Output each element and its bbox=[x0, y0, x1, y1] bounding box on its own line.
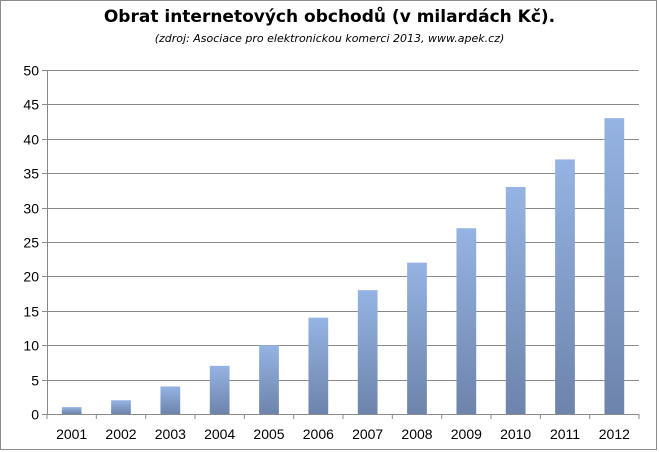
bar-2003 bbox=[160, 386, 181, 414]
bar-2001 bbox=[61, 407, 82, 414]
y-tick-label: 50 bbox=[23, 63, 39, 79]
bar-2008 bbox=[407, 262, 427, 414]
x-tick-label: 2002 bbox=[105, 426, 136, 442]
bar-2007 bbox=[357, 290, 378, 414]
x-tick-label: 2001 bbox=[56, 426, 87, 442]
y-tick-label: 45 bbox=[23, 97, 39, 113]
bar-2002 bbox=[111, 400, 131, 414]
y-tick-label: 40 bbox=[23, 132, 39, 148]
y-tick-label: 5 bbox=[31, 373, 39, 389]
x-tick-label: 2007 bbox=[352, 426, 383, 442]
bar-2010 bbox=[505, 186, 526, 414]
bar-2004 bbox=[209, 365, 230, 414]
bar-2012 bbox=[604, 118, 625, 414]
x-tick-label: 2004 bbox=[204, 426, 235, 442]
x-tick-label: 2005 bbox=[253, 426, 284, 442]
y-tick-label: 0 bbox=[31, 407, 39, 423]
x-tick-label: 2010 bbox=[500, 426, 531, 442]
y-tick-label: 30 bbox=[23, 201, 39, 217]
bar-2011 bbox=[555, 159, 575, 414]
bar-2005 bbox=[259, 345, 279, 414]
chart-subtitle: (zdroj: Asociace pro elektronickou komer… bbox=[154, 32, 505, 45]
y-tick-label: 25 bbox=[23, 235, 39, 251]
chart-title: Obrat internetových obchodů (v milardách… bbox=[103, 7, 556, 27]
y-tick-label: 35 bbox=[23, 166, 39, 182]
x-tick-label: 2011 bbox=[550, 426, 580, 442]
x-tick-label: 2006 bbox=[303, 426, 334, 442]
x-tick-label: 2009 bbox=[451, 426, 482, 442]
x-tick-label: 2012 bbox=[599, 426, 630, 442]
x-tick-label: 2003 bbox=[155, 426, 186, 442]
bar-2009 bbox=[456, 228, 477, 414]
y-tick-label: 15 bbox=[23, 304, 39, 320]
bar-2006 bbox=[308, 317, 329, 414]
y-tick-label: 10 bbox=[23, 338, 39, 354]
y-tick-label: 20 bbox=[23, 269, 39, 285]
x-tick-label: 2008 bbox=[401, 426, 432, 442]
